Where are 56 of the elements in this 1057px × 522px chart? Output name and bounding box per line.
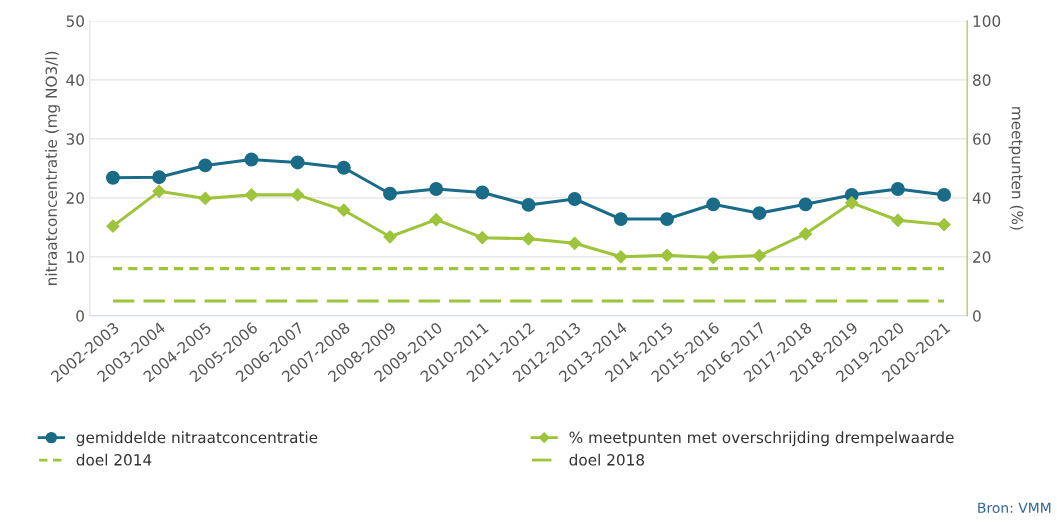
y-tick-label: 10: [67, 251, 84, 263]
point: [290, 155, 305, 170]
point: [336, 160, 351, 175]
point: [198, 191, 212, 206]
point: [383, 186, 397, 201]
point: [244, 188, 259, 202]
point: [660, 248, 674, 262]
legend-label: doel 2018: [569, 453, 645, 466]
text: Bron: VMM: [978, 502, 1051, 514]
y-tick-label: 20: [66, 192, 84, 204]
point: [105, 170, 120, 185]
point: [798, 227, 813, 241]
point: [890, 182, 905, 196]
point: [706, 250, 720, 265]
point: [521, 197, 536, 212]
point: [291, 188, 305, 202]
y2-tick-label: 80: [973, 74, 991, 86]
point: [567, 192, 582, 206]
point: [614, 250, 628, 264]
point: [244, 152, 259, 167]
point: [845, 196, 859, 210]
point: [337, 203, 351, 217]
point: [475, 231, 489, 245]
point: [660, 212, 674, 227]
point: [198, 158, 213, 173]
y-tick-label: 50: [66, 15, 84, 27]
y-axis-title: nitraatconcentratie (mg NO3/l): [45, 51, 60, 285]
y2-tick-label: 60: [973, 133, 991, 145]
point: [613, 212, 628, 227]
y2-tick-label: 20: [973, 251, 991, 263]
point: [383, 230, 397, 244]
y2-tick-label: 40: [972, 192, 991, 204]
point: [152, 184, 166, 198]
point: [891, 213, 905, 227]
point: [798, 197, 813, 212]
point: [937, 218, 951, 232]
y2-tick-label: 100: [973, 15, 1001, 27]
point: [752, 206, 767, 221]
point: [752, 249, 766, 263]
point: [706, 197, 721, 212]
point: [937, 187, 952, 202]
y2-tick-label: 0: [973, 310, 981, 322]
legend-label: % meetpunten met overschrijding drempelwaarde: [569, 431, 954, 447]
point: [475, 185, 490, 200]
point: [152, 170, 167, 185]
point: [106, 219, 120, 233]
y-tick-label: 30: [66, 133, 84, 145]
point: [429, 182, 444, 196]
legend-label: doel 2014: [76, 453, 152, 466]
y-tick-label: 40: [66, 74, 84, 86]
point: [568, 236, 582, 250]
y2-axis-title: meetpunten (%): [1008, 107, 1024, 230]
point: [521, 232, 536, 246]
y-tick-label: 0: [76, 310, 84, 322]
legend-label: gemiddelde nitraatconcentratie: [76, 431, 318, 447]
point: [429, 213, 443, 227]
